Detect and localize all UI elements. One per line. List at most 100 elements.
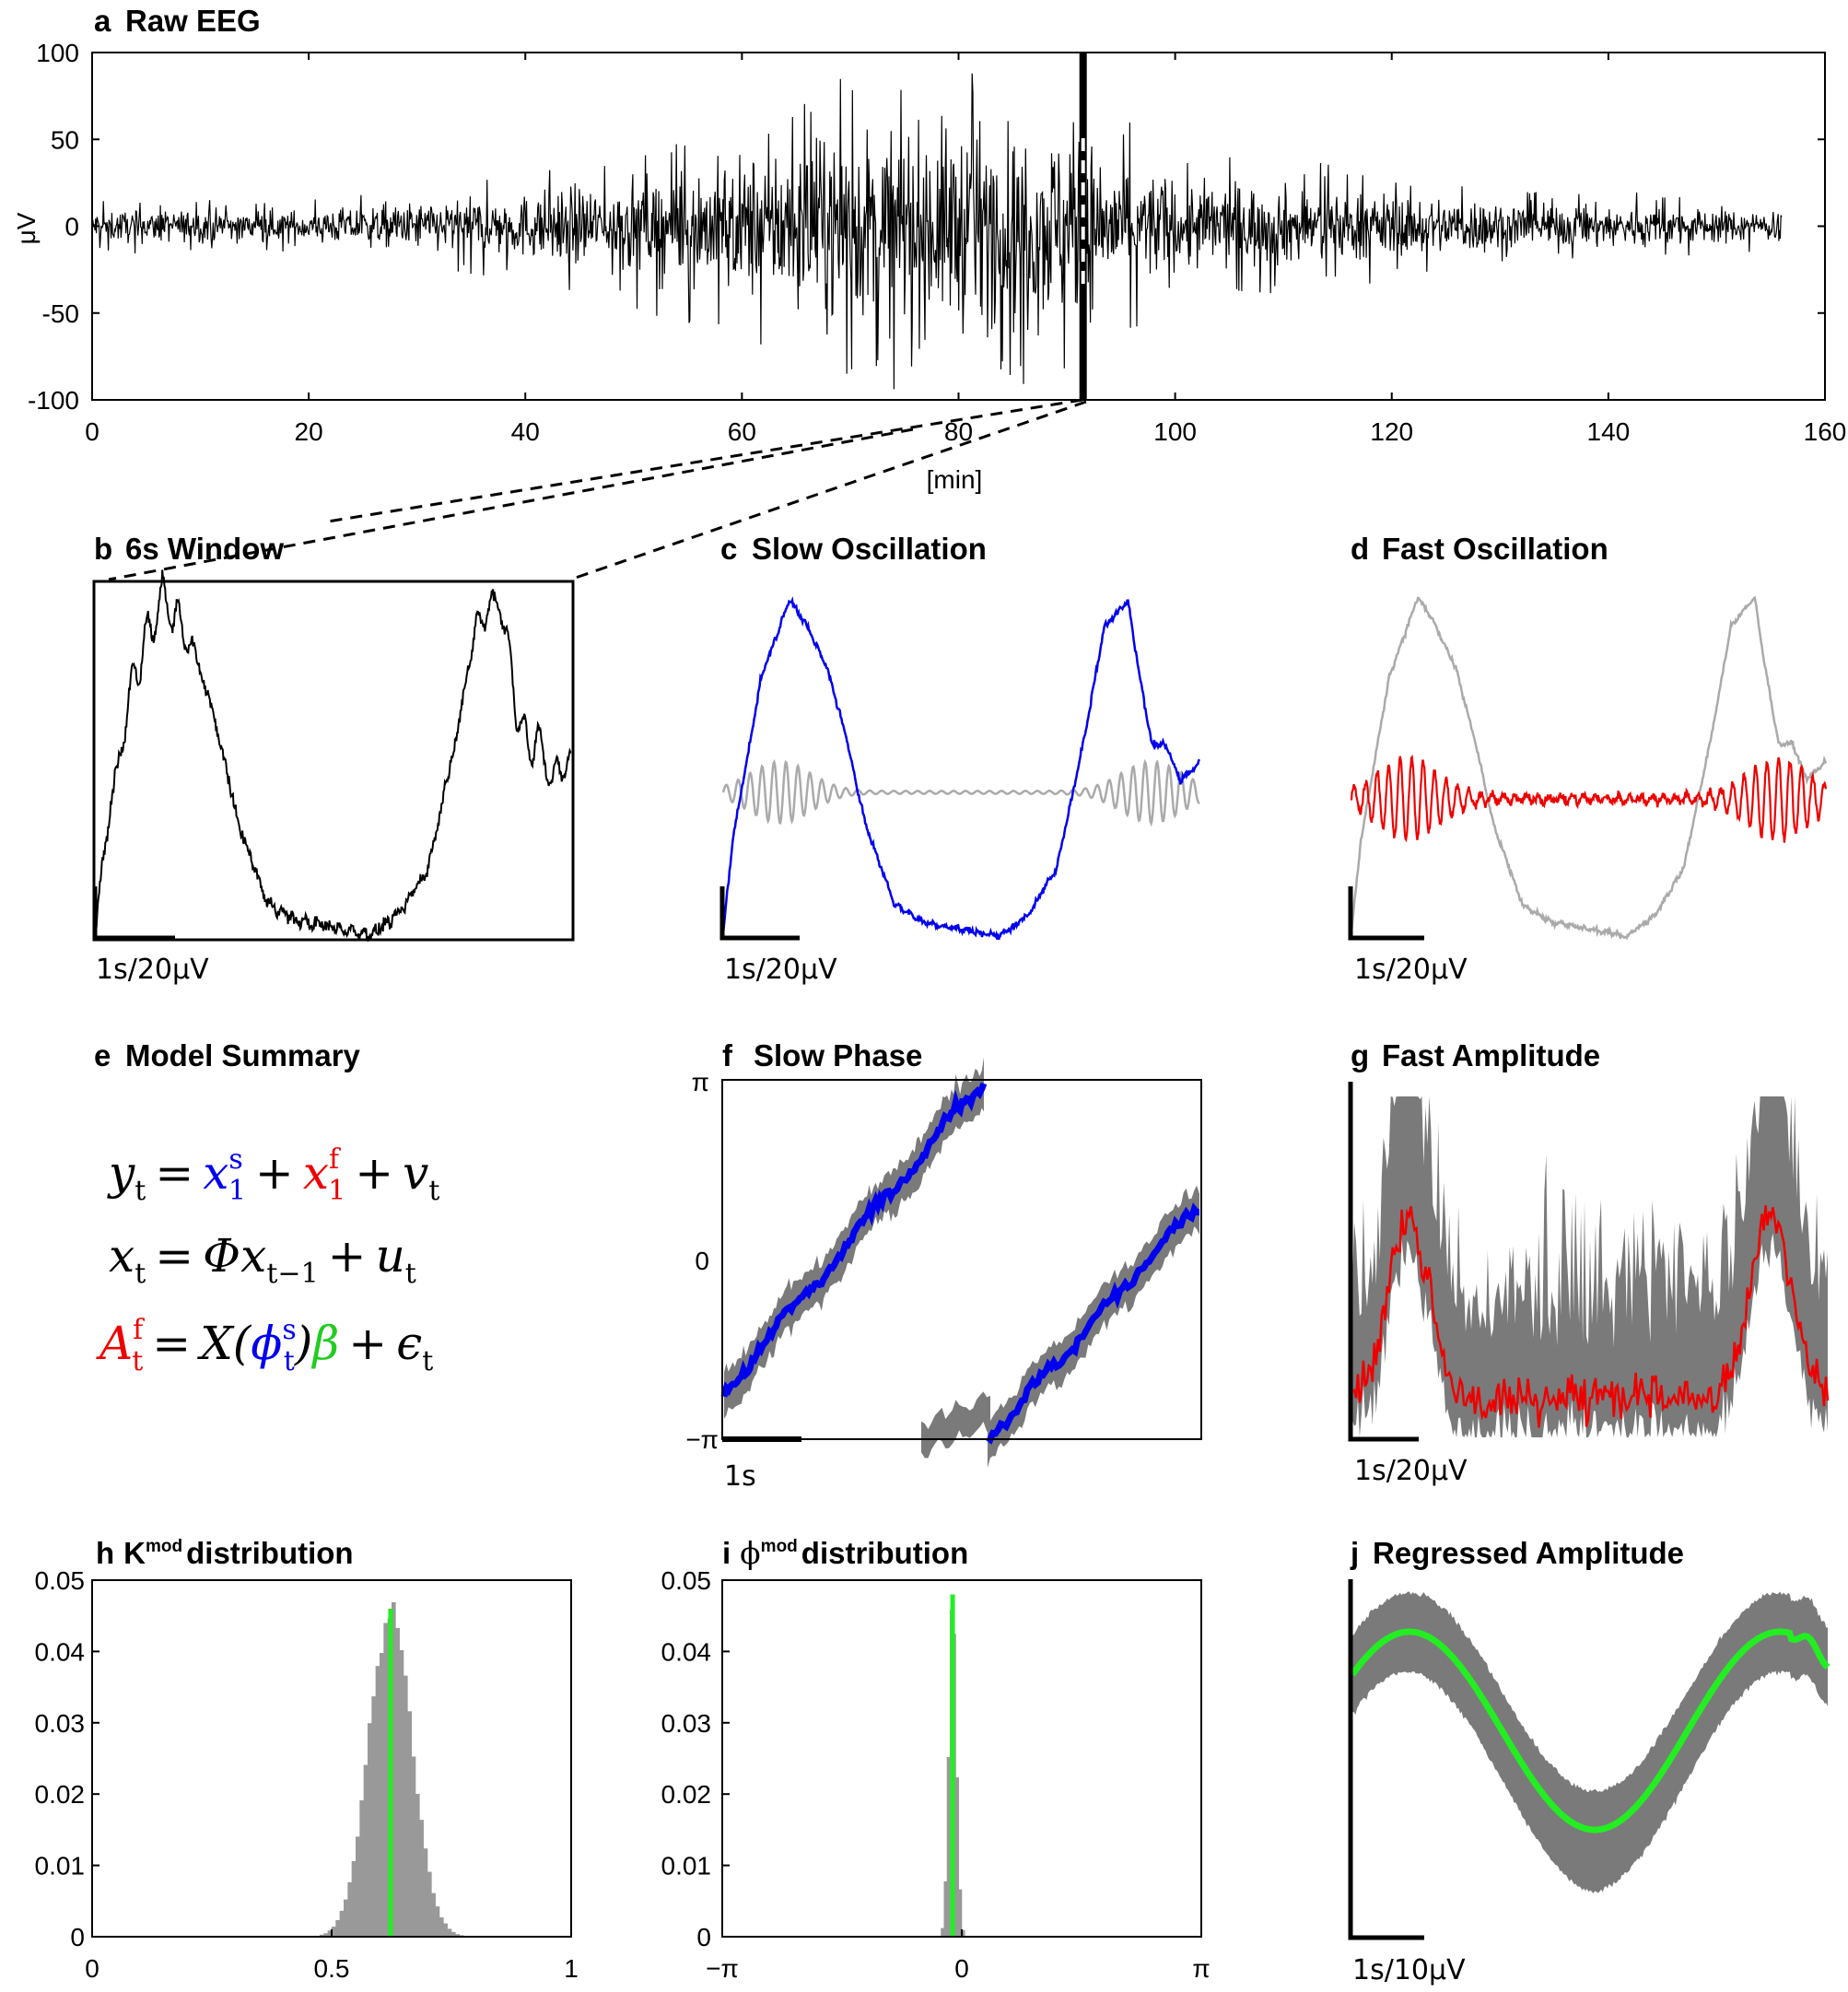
panel-j-letter: j bbox=[1350, 1536, 1359, 1570]
x-tick-label: 0.5 bbox=[314, 1954, 350, 1983]
panel-i-title: i ϕmod distribution bbox=[722, 1535, 968, 1571]
panel-b-frame bbox=[92, 580, 575, 942]
histogram-bar bbox=[371, 1696, 376, 1937]
panel-d-letter: d bbox=[1351, 532, 1369, 566]
phase-trace bbox=[985, 1202, 1199, 1445]
panel-f-scalebar-label: 1s bbox=[724, 1460, 756, 1493]
panel-j-scalebar-label: 1s/10μV bbox=[1352, 1954, 1466, 1986]
histogram-bar bbox=[404, 1675, 408, 1937]
histogram-bar bbox=[411, 1756, 416, 1937]
panel-h-title: h Kmod distribution bbox=[96, 1536, 354, 1570]
amplitude-ci-band bbox=[1352, 1096, 1828, 1437]
kmod-histogram bbox=[320, 1602, 464, 1937]
y-tick-label: 0.05 bbox=[35, 1566, 86, 1595]
panel-b-scalebar-label: 1s/20μV bbox=[96, 954, 209, 986]
panel-g-title: Fast Amplitude bbox=[1382, 1038, 1600, 1072]
panel-c: c Slow Oscillation 1s/20μV bbox=[719, 532, 1201, 986]
y-tick-label: 0.04 bbox=[35, 1637, 86, 1666]
histogram-bar bbox=[323, 1933, 328, 1937]
slow-component-trace bbox=[1350, 595, 1828, 941]
phase-ci-band bbox=[921, 1391, 990, 1459]
y-tick-label: -100 bbox=[28, 386, 79, 415]
y-tick-label: -50 bbox=[42, 299, 79, 328]
axes-frame bbox=[91, 1579, 572, 1938]
histogram-bar bbox=[958, 1889, 963, 1937]
histogram-bar bbox=[347, 1881, 352, 1937]
histogram-bar bbox=[339, 1910, 345, 1937]
x-tick-label: 0 bbox=[85, 1954, 99, 1983]
histogram-bar bbox=[431, 1892, 436, 1937]
panel-g: g Fast Amplitude 1s/20μV bbox=[1348, 1038, 1830, 1487]
y-tick-label: 100 bbox=[36, 39, 79, 67]
regressed-amplitude-plot bbox=[1350, 1591, 1830, 1893]
panel-d-scalebar bbox=[1348, 886, 1424, 941]
y-tick-label: 0 bbox=[64, 213, 79, 241]
y-tick-label: 0.03 bbox=[661, 1709, 712, 1738]
phase-ci-band bbox=[988, 1185, 1199, 1468]
equation-observation: yt = xs 1 + xf 1 + vt bbox=[107, 1143, 439, 1207]
panel-i-ticks: 0 0.01 0.02 0.03 0.04 0.05 −π 0 π bbox=[661, 1566, 1211, 1983]
y-tick-label: 50 bbox=[51, 125, 79, 154]
equation-state: xt = Φxt−1 + ut bbox=[109, 1229, 416, 1290]
x-tick-label: 60 bbox=[728, 417, 756, 446]
y-tick-label: 0.01 bbox=[661, 1852, 712, 1881]
x-tick-label: −π bbox=[706, 1954, 739, 1983]
panel-g-scalebar-label: 1s/20μV bbox=[1354, 1455, 1468, 1487]
zoom-line-3 bbox=[572, 400, 1087, 580]
panel-f-ytick: 0 bbox=[695, 1247, 709, 1275]
x-tick-label: 140 bbox=[1587, 417, 1631, 446]
panel-a-xlabel: [min] bbox=[927, 465, 983, 494]
slow-component-trace bbox=[721, 596, 1201, 941]
panel-h: h Kmod distribution 00.010.020.030.040.050… bbox=[35, 1536, 579, 1983]
panel-e: e Model Summary yt = xs 1 + xf 1 + vt xt = Φxt−1 + u… bbox=[94, 1038, 439, 1377]
histogram-bar bbox=[415, 1793, 420, 1937]
panel-d-title: Fast Oscillation bbox=[1382, 532, 1608, 566]
histogram-bar bbox=[335, 1919, 340, 1937]
panel-d: d Fast Oscillation 1s/20μV bbox=[1348, 532, 1828, 986]
slow-oscillation-trace bbox=[721, 596, 1201, 941]
panel-f: f Slow Phase π 0 −π 1s bbox=[685, 1038, 1202, 1493]
histogram-bar bbox=[439, 1916, 444, 1937]
histogram-bar bbox=[946, 1757, 951, 1937]
histogram-bar bbox=[443, 1923, 448, 1937]
panel-f-letter: f bbox=[722, 1038, 733, 1072]
fast-component-trace bbox=[721, 758, 1200, 827]
panel-a: a Raw EEG μV [min] 0 20 40 60 80 100 120 140 160… bbox=[12, 4, 1846, 581]
histogram-bar bbox=[344, 1899, 348, 1937]
fast-amplitude-plot bbox=[1351, 1096, 1830, 1437]
histogram-bar bbox=[351, 1860, 357, 1937]
panel-g-scalebar bbox=[1348, 1082, 1419, 1442]
panel-a-ylabel: μV bbox=[12, 212, 41, 244]
histogram-bar bbox=[451, 1931, 456, 1937]
panel-h-ticks: 0 0.01 0.02 0.03 0.04 0.05 0 0.5 1 bbox=[35, 1566, 579, 1983]
histogram-bar bbox=[427, 1871, 432, 1937]
x-tick-label: 100 bbox=[1153, 417, 1197, 446]
phimod-histogram bbox=[941, 1594, 965, 1937]
histogram-bar bbox=[356, 1836, 360, 1937]
panel-j-title: Regressed Amplitude bbox=[1373, 1536, 1684, 1570]
y-tick-label: 0.03 bbox=[35, 1709, 86, 1738]
histogram-bar bbox=[399, 1649, 404, 1937]
amplitude-trace bbox=[1351, 1205, 1830, 1428]
window-trace bbox=[95, 569, 572, 943]
regression-ci-band bbox=[1352, 1591, 1828, 1893]
y-tick-label: 0 bbox=[696, 1923, 711, 1951]
panel-a-title: Raw EEG bbox=[125, 4, 261, 38]
axes-frame bbox=[721, 1579, 1202, 1938]
panel-f-ytick: π bbox=[692, 1068, 709, 1096]
x-tick-label: 0 bbox=[85, 417, 99, 446]
panel-c-scalebar-label: 1s/20μV bbox=[724, 954, 837, 986]
histogram-bar bbox=[383, 1623, 388, 1937]
x-tick-label: 1 bbox=[564, 1954, 579, 1983]
equation-regression: Af t = X(ϕs t)β + ϵt bbox=[96, 1314, 433, 1377]
panel-b: b 6s Window 1s/20μV bbox=[92, 532, 575, 986]
histogram-bar bbox=[395, 1627, 400, 1937]
fast-component-trace bbox=[1350, 754, 1828, 843]
panel-j: j Regressed Amplitude 1s/10μV bbox=[1348, 1536, 1830, 1986]
panel-a-letter: a bbox=[94, 4, 111, 38]
raw-window-trace bbox=[95, 569, 572, 943]
panel-f-frame bbox=[721, 1079, 1202, 1440]
histogram-bar bbox=[327, 1930, 333, 1937]
histogram-bar bbox=[455, 1934, 460, 1937]
histogram-bar bbox=[955, 1777, 960, 1937]
